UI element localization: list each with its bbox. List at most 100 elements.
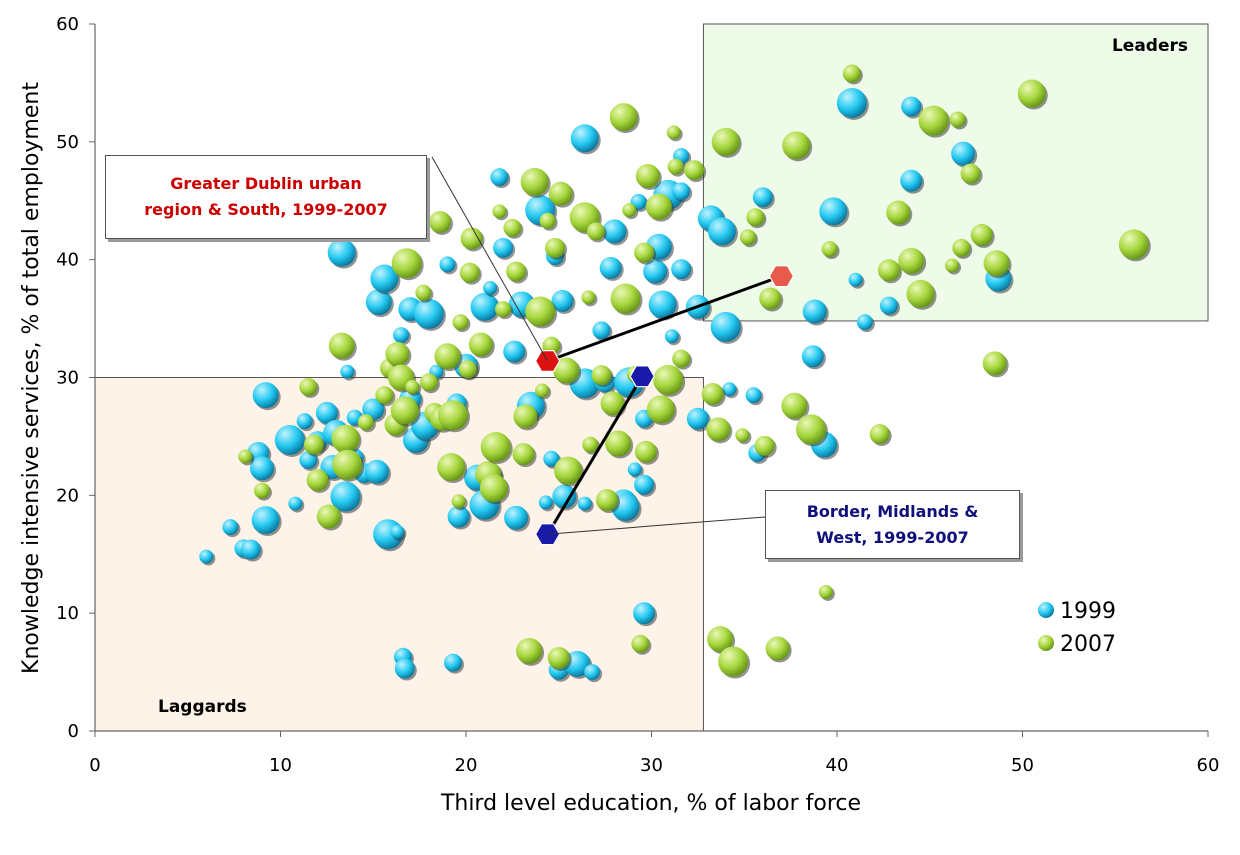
highlight-end-marker xyxy=(768,265,795,288)
point-2007 xyxy=(631,634,650,653)
point-2007 xyxy=(419,373,438,392)
point-2007 xyxy=(328,332,355,359)
point-1999 xyxy=(340,364,355,379)
x-axis-title: Third level education, % of labor force xyxy=(440,791,861,816)
legend-marker-1999 xyxy=(1038,602,1054,618)
point-1999 xyxy=(364,459,389,484)
point-1999 xyxy=(447,505,470,528)
x-tick-label: 20 xyxy=(455,755,478,776)
point-1999 xyxy=(274,424,305,455)
point-1999 xyxy=(819,197,848,226)
point-1999 xyxy=(251,506,280,535)
point-1999 xyxy=(671,259,692,280)
point-1999 xyxy=(592,321,611,340)
point-2007 xyxy=(238,449,253,464)
point-2007 xyxy=(512,443,535,466)
point-2007 xyxy=(754,435,775,456)
point-2007 xyxy=(545,237,566,258)
point-2007 xyxy=(306,469,329,492)
point-2007 xyxy=(520,167,549,196)
point-1999 xyxy=(504,505,529,530)
point-1999 xyxy=(686,407,709,430)
point-1999 xyxy=(707,217,736,246)
point-1999 xyxy=(648,290,677,319)
y-tick-label: 60 xyxy=(56,14,79,35)
point-1999 xyxy=(365,289,392,316)
point-2007 xyxy=(554,456,583,485)
point-1999 xyxy=(315,401,338,424)
point-2007 xyxy=(707,626,734,653)
point-1999 xyxy=(538,495,553,510)
point-1999 xyxy=(633,602,656,625)
point-1999 xyxy=(627,462,642,477)
point-2007 xyxy=(653,364,684,395)
x-tick-label: 10 xyxy=(269,755,292,776)
x-tick-label: 0 xyxy=(89,755,100,776)
point-2007 xyxy=(918,105,949,136)
point-2007 xyxy=(459,262,480,283)
y-axis-title: Knowledge intensive services, % of total… xyxy=(19,82,44,674)
point-2007 xyxy=(609,103,638,132)
callout-dublin-line2: region & South, 1999-2007 xyxy=(144,200,388,219)
point-1999 xyxy=(393,327,410,344)
legend-label-2007: 2007 xyxy=(1060,632,1116,657)
point-2007 xyxy=(796,414,827,445)
point-2007 xyxy=(701,382,724,405)
point-2007 xyxy=(548,181,573,206)
point-1999 xyxy=(710,311,741,342)
point-1999 xyxy=(577,496,592,511)
point-1999 xyxy=(901,96,922,117)
point-1999 xyxy=(848,272,863,287)
point-2007 xyxy=(821,241,838,258)
point-1999 xyxy=(330,481,361,512)
point-1999 xyxy=(900,169,923,192)
point-1999 xyxy=(836,87,867,118)
point-2007 xyxy=(667,158,684,175)
point-2007 xyxy=(635,164,660,189)
point-1999 xyxy=(599,256,622,279)
point-2007 xyxy=(582,436,599,453)
point-1999 xyxy=(249,456,274,481)
point-1999 xyxy=(493,237,514,258)
point-2007 xyxy=(492,204,507,219)
point-1999 xyxy=(879,296,898,315)
series-2007-points xyxy=(238,64,1151,679)
point-1999 xyxy=(745,387,762,404)
point-2007 xyxy=(438,400,469,431)
x-tick-label: 50 xyxy=(1011,755,1034,776)
point-2007 xyxy=(506,261,527,282)
point-1999 xyxy=(570,124,599,153)
point-1999 xyxy=(490,168,509,187)
highlight-path-line xyxy=(546,375,644,535)
callout-bmw-line1: Border, Midlands & xyxy=(806,501,979,521)
point-2007 xyxy=(759,287,782,310)
y-tick-label: 0 xyxy=(68,721,79,742)
point-2007 xyxy=(765,636,790,661)
callout-leader-line xyxy=(547,516,766,535)
point-2007 xyxy=(1017,79,1046,108)
highlight-path-line xyxy=(547,274,782,363)
point-1999 xyxy=(856,314,873,331)
point-1999 xyxy=(664,329,679,344)
point-2007 xyxy=(634,440,657,463)
point-1999 xyxy=(394,658,415,679)
point-2007 xyxy=(718,646,749,677)
point-2007 xyxy=(468,332,493,357)
point-2007 xyxy=(711,127,740,156)
point-2007 xyxy=(906,279,935,308)
x-tick-label: 40 xyxy=(826,755,849,776)
point-2007 xyxy=(646,395,675,424)
callout-bmw-line2: West, 1999-2007 xyxy=(816,527,969,547)
point-2007 xyxy=(983,250,1010,277)
series-1999-points xyxy=(199,87,1014,683)
y-tick-label: 10 xyxy=(56,603,79,624)
point-2007 xyxy=(781,392,808,419)
point-2007 xyxy=(332,449,363,480)
point-2007 xyxy=(645,193,672,220)
point-2007 xyxy=(460,227,483,250)
callout-dublin-line1: Greater Dublin urban xyxy=(170,174,362,193)
point-2007 xyxy=(458,360,477,379)
highlight-start-marker xyxy=(534,523,561,546)
y-tick-label: 20 xyxy=(56,485,79,506)
point-2007 xyxy=(357,414,374,431)
